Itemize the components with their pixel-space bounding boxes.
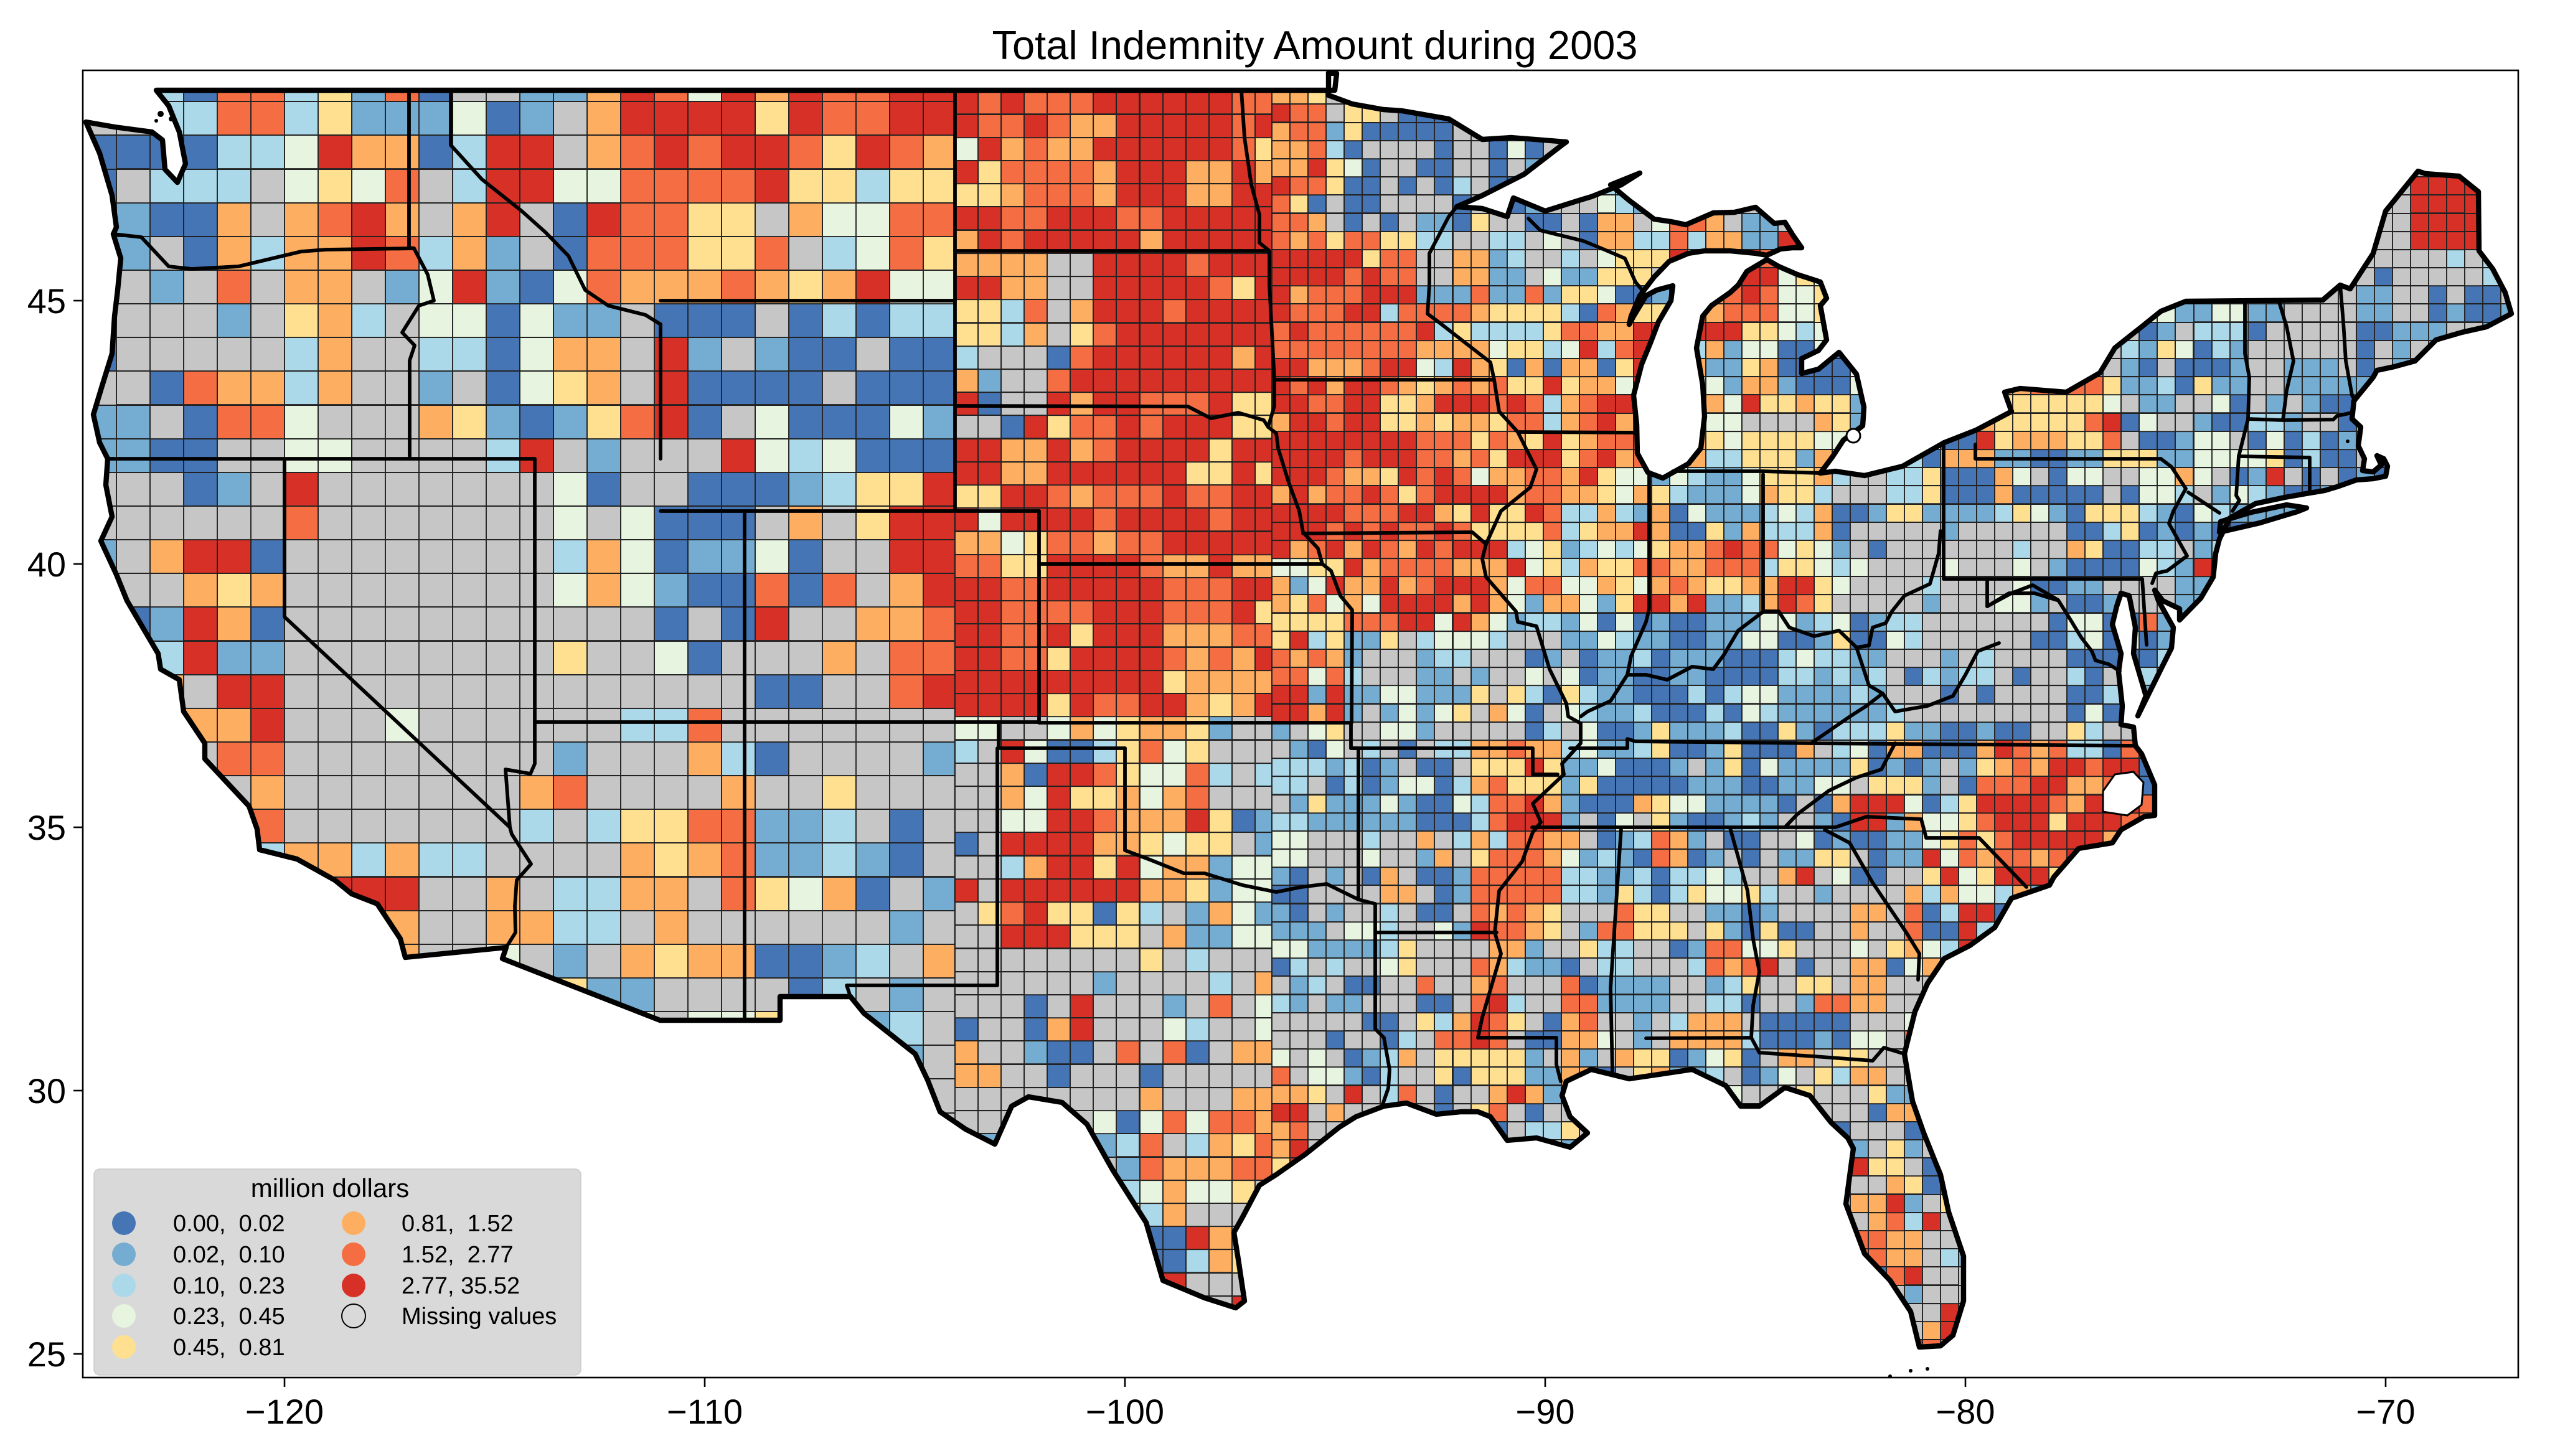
svg-text:−100: −100: [1086, 1392, 1164, 1431]
svg-text:0.02, 0.10: 0.02, 0.10: [173, 1242, 285, 1268]
svg-text:0.10, 0.23: 0.10, 0.23: [173, 1273, 285, 1299]
svg-text:2.77, 35.52: 2.77, 35.52: [402, 1273, 520, 1299]
svg-text:−120: −120: [245, 1392, 324, 1431]
svg-text:−80: −80: [1936, 1392, 1995, 1431]
svg-text:−70: −70: [2356, 1392, 2416, 1431]
svg-text:35: 35: [27, 808, 66, 847]
svg-text:0.45, 0.81: 0.45, 0.81: [173, 1335, 285, 1361]
svg-text:Missing values: Missing values: [402, 1303, 557, 1330]
svg-text:1.52, 2.77: 1.52, 2.77: [402, 1242, 514, 1268]
svg-text:0.81, 1.52: 0.81, 1.52: [402, 1211, 514, 1237]
svg-text:45: 45: [27, 281, 66, 321]
svg-text:−90: −90: [1516, 1392, 1575, 1431]
svg-text:million dollars: million dollars: [251, 1173, 409, 1203]
svg-text:25: 25: [27, 1335, 66, 1374]
svg-text:40: 40: [27, 545, 66, 584]
svg-text:0.23, 0.45: 0.23, 0.45: [173, 1303, 285, 1330]
svg-text:30: 30: [27, 1071, 66, 1111]
svg-text:−110: −110: [667, 1392, 743, 1431]
svg-text:0.00, 0.02: 0.00, 0.02: [173, 1211, 285, 1237]
svg-text:Total Indemnity Amount during: Total Indemnity Amount during 2003: [992, 22, 1637, 68]
